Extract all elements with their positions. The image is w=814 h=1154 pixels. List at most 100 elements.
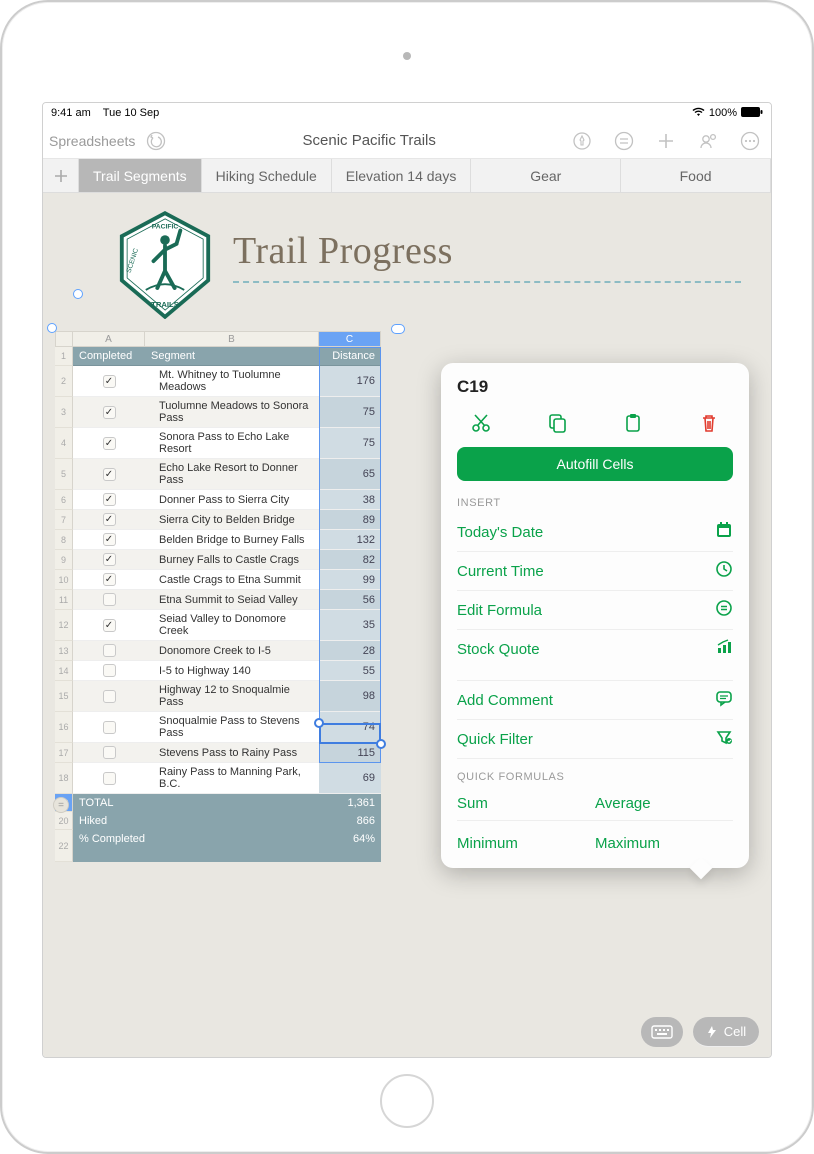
completed-cell[interactable] <box>73 510 145 530</box>
rownum[interactable]: 22 <box>55 830 73 862</box>
completed-cell[interactable] <box>73 428 145 459</box>
table-row[interactable]: 2Mt. Whitney to Tuolumne Meadows176 <box>55 366 425 397</box>
completed-cell[interactable] <box>73 530 145 550</box>
tab-food[interactable]: Food <box>621 159 771 192</box>
segment-cell[interactable]: Snoqualmie Pass to Stevens Pass <box>145 712 319 743</box>
table-row[interactable]: 16 Snoqualmie Pass to Stevens Pass74 <box>55 712 425 743</box>
completed-cell[interactable] <box>73 610 145 641</box>
checkbox[interactable] <box>103 721 116 734</box>
segment-cell[interactable]: Sonora Pass to Echo Lake Resort <box>145 428 319 459</box>
distance-cell[interactable]: 35 <box>319 610 381 641</box>
rownum[interactable]: 4 <box>55 428 73 459</box>
segment-cell[interactable]: Sierra City to Belden Bridge <box>145 510 319 530</box>
distance-cell[interactable]: 98 <box>319 681 381 712</box>
rownum[interactable]: 3 <box>55 397 73 428</box>
distance-cell[interactable]: 99 <box>319 570 381 590</box>
distance-cell[interactable]: 74 <box>319 712 381 743</box>
completed-cell[interactable] <box>73 490 145 510</box>
table-row[interactable]: 18Rainy Pass to Manning Park, B.C.69 <box>55 763 425 794</box>
col-c[interactable]: C <box>319 331 381 347</box>
distance-cell[interactable]: 65 <box>319 459 381 490</box>
checkbox[interactable] <box>103 619 116 632</box>
table-row[interactable]: 9Burney Falls to Castle Crags82 <box>55 550 425 570</box>
qf-minimum[interactable]: Minimum <box>457 827 595 860</box>
rownum[interactable]: 16 <box>55 712 73 743</box>
qf-average[interactable]: Average <box>595 787 733 821</box>
cell-sel-handle-tl[interactable] <box>314 718 324 728</box>
spreadsheet-canvas[interactable]: PACIFIC SCENIC TRAILS Trail Progress A B… <box>43 193 771 1057</box>
table-row[interactable]: 4 Sonora Pass to Echo Lake Resort75 <box>55 428 425 459</box>
rownum[interactable]: 8 <box>55 530 73 550</box>
doc-title-toolbar[interactable]: Scenic Pacific Trails <box>167 132 571 149</box>
stock-quote[interactable]: Stock Quote <box>457 630 733 668</box>
footer-value[interactable]: 866 <box>319 812 381 830</box>
table-row[interactable]: 5 Echo Lake Resort to Donner Pass65 <box>55 459 425 490</box>
segment-cell[interactable]: Tuolumne Meadows to Sonora Pass <box>145 397 319 428</box>
segment-cell[interactable]: Donner Pass to Sierra City <box>145 490 319 510</box>
segment-cell[interactable]: Echo Lake Resort to Donner Pass <box>145 459 319 490</box>
segment-cell[interactable]: Highway 12 to Snoqualmie Pass <box>145 681 319 712</box>
table-row[interactable]: 13Donomore Creek to I-528 <box>55 641 425 661</box>
qf-maximum[interactable]: Maximum <box>595 827 733 860</box>
rownum[interactable]: 2 <box>55 366 73 397</box>
distance-cell[interactable]: 115 <box>319 743 381 763</box>
distance-cell[interactable]: 28 <box>319 641 381 661</box>
trash-icon[interactable] <box>697 411 721 435</box>
table-row[interactable]: 6Donner Pass to Sierra City38 <box>55 490 425 510</box>
more-icon[interactable] <box>739 130 761 152</box>
cut-icon[interactable] <box>469 411 493 435</box>
checkbox[interactable] <box>103 553 116 566</box>
collab-icon[interactable] <box>697 130 719 152</box>
plus-icon[interactable] <box>655 130 677 152</box>
table-row[interactable]: 3Tuolumne Meadows to Sonora Pass75 <box>55 397 425 428</box>
undo-icon[interactable] <box>145 130 167 152</box>
rownum[interactable]: 17 <box>55 743 73 763</box>
completed-cell[interactable] <box>73 743 145 763</box>
completed-cell[interactable] <box>73 681 145 712</box>
table-row[interactable]: 12Seiad Valley to Donomore Creek35 <box>55 610 425 641</box>
col-b[interactable]: B <box>145 331 319 347</box>
tab-elevation[interactable]: Elevation 14 days <box>332 159 472 192</box>
completed-cell[interactable] <box>73 366 145 397</box>
add-sheet-button[interactable] <box>43 159 79 192</box>
rownum[interactable]: 11 <box>55 590 73 610</box>
checkbox[interactable] <box>103 664 116 677</box>
segment-cell[interactable]: Belden Bridge to Burney Falls <box>145 530 319 550</box>
distance-cell[interactable]: 75 <box>319 428 381 459</box>
completed-cell[interactable] <box>73 397 145 428</box>
table-row[interactable]: 17Stevens Pass to Rainy Pass115 <box>55 743 425 763</box>
distance-cell[interactable]: 56 <box>319 590 381 610</box>
rownum[interactable]: 13 <box>55 641 73 661</box>
rownum[interactable]: 12 <box>55 610 73 641</box>
col-add-handle[interactable] <box>391 324 405 334</box>
tab-gear[interactable]: Gear <box>471 159 621 192</box>
table-row[interactable]: 8 Belden Bridge to Burney Falls132 <box>55 530 425 550</box>
checkbox[interactable] <box>103 406 116 419</box>
home-button[interactable] <box>380 1074 434 1128</box>
format-icon[interactable] <box>613 130 635 152</box>
checkbox[interactable] <box>103 493 116 506</box>
pin-icon[interactable] <box>571 130 593 152</box>
segment-cell[interactable]: I-5 to Highway 140 <box>145 661 319 681</box>
quick-filter[interactable]: Quick Filter <box>457 720 733 759</box>
rownum[interactable]: 10 <box>55 570 73 590</box>
table-corner-handle[interactable] <box>47 323 57 333</box>
segment-cell[interactable]: Burney Falls to Castle Crags <box>145 550 319 570</box>
segment-cell[interactable]: Castle Crags to Etna Summit <box>145 570 319 590</box>
checkbox[interactable] <box>103 437 116 450</box>
table-row[interactable]: 15Highway 12 to Snoqualmie Pass98 <box>55 681 425 712</box>
qf-sum[interactable]: Sum <box>457 787 595 821</box>
footer-row[interactable]: 19TOTAL1,361 <box>55 794 425 812</box>
insert-todays-date[interactable]: Today's Date <box>457 513 733 552</box>
autofill-button[interactable]: Autofill Cells <box>457 447 733 481</box>
rownum[interactable]: 5 <box>55 459 73 490</box>
checkbox[interactable] <box>103 468 116 481</box>
col-a[interactable]: A <box>73 331 145 347</box>
completed-cell[interactable] <box>73 763 145 794</box>
distance-cell[interactable]: 132 <box>319 530 381 550</box>
footer-value[interactable]: 64% <box>319 830 381 862</box>
completed-cell[interactable] <box>73 661 145 681</box>
table-row[interactable]: 10 Castle Crags to Etna Summit99 <box>55 570 425 590</box>
cell-pill[interactable]: Cell <box>693 1017 759 1047</box>
logo-sel-handle[interactable] <box>73 289 83 299</box>
